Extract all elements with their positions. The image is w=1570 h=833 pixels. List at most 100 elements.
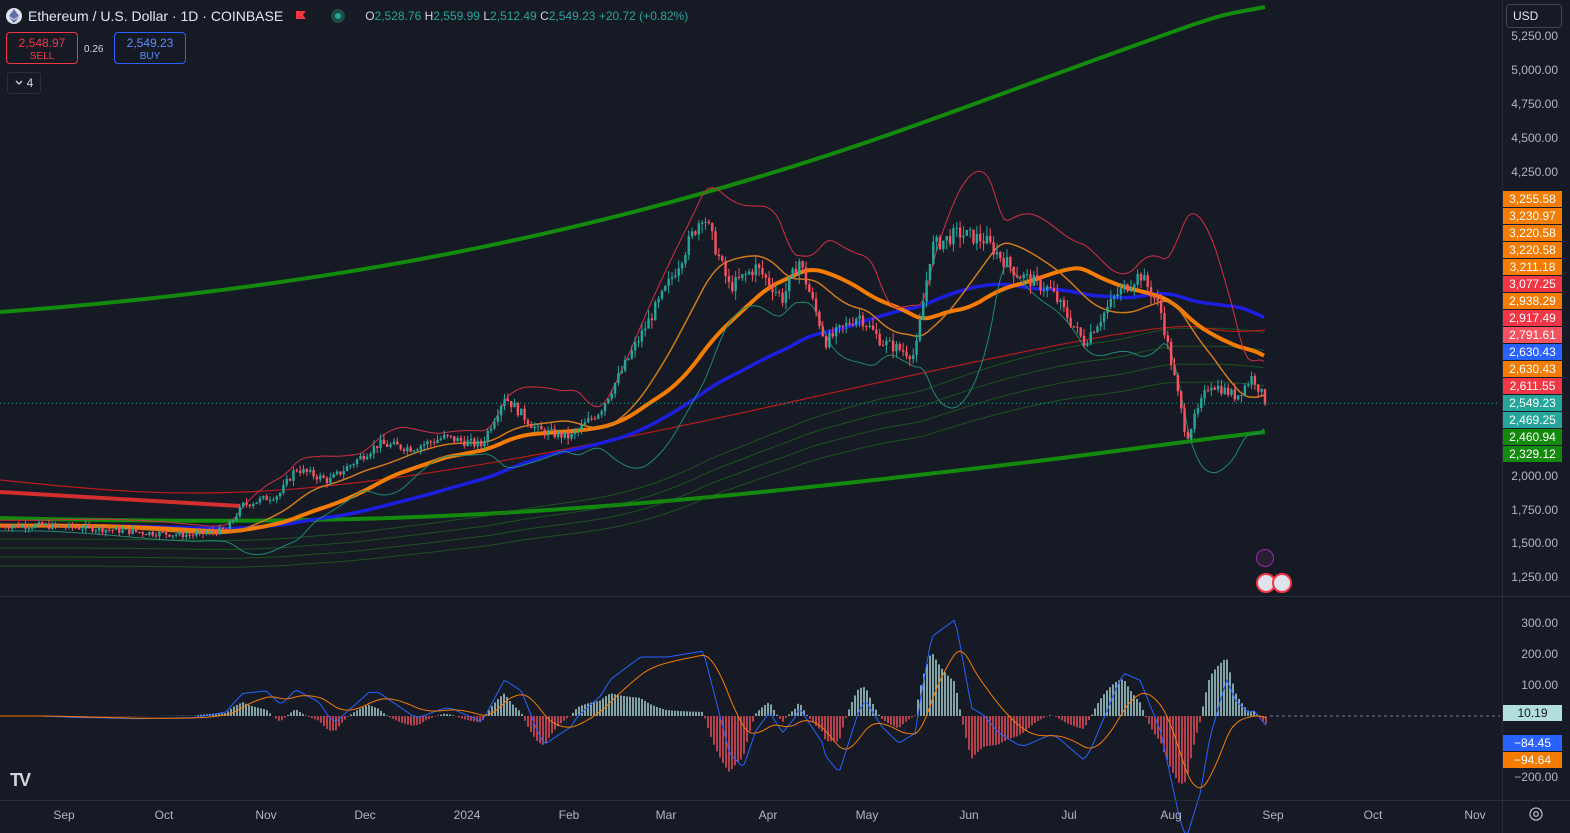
- tradingview-logo[interactable]: TV: [10, 770, 31, 790]
- macd-histogram-bar: [917, 699, 919, 716]
- candle-body: [878, 333, 881, 346]
- macd-histogram-bar: [1157, 716, 1159, 739]
- candle-body: [694, 231, 697, 235]
- candle-body: [573, 431, 577, 434]
- gear-icon[interactable]: [1528, 806, 1544, 822]
- candle-body: [205, 532, 208, 534]
- candle-body: [30, 527, 34, 529]
- macd-histogram-bar: [803, 710, 805, 716]
- candle-body: [1240, 394, 1243, 396]
- macd-histogram-bar: [269, 713, 271, 716]
- time-axis-tick: Oct: [154, 808, 174, 822]
- macd-histogram-bar: [791, 711, 793, 716]
- macd-histogram-bar: [122, 716, 124, 717]
- time-axis-divider: [0, 800, 1570, 801]
- candle-body: [1146, 274, 1149, 288]
- candle-body: [526, 419, 530, 425]
- macd-histogram-bar: [323, 716, 325, 727]
- macd-histogram-bar: [506, 697, 508, 716]
- lightning-event-icon[interactable]: [1256, 549, 1274, 567]
- bollinger-lower: [0, 265, 1265, 556]
- symbol-title[interactable]: Ethereum / U.S. Dollar · 1D · COINBASE: [28, 8, 284, 24]
- macd-histogram-bar: [1175, 716, 1177, 779]
- macd-histogram-bar: [539, 716, 541, 744]
- candle-body: [684, 254, 687, 264]
- candle-body: [131, 529, 134, 534]
- price-axis-tick: 1,250.00: [1511, 570, 1558, 584]
- candle-body: [761, 267, 764, 275]
- candle-body: [1106, 306, 1109, 313]
- candle-body: [429, 441, 432, 443]
- indicators-toggle-button[interactable]: 4: [7, 72, 41, 94]
- candle-body: [4, 525, 7, 528]
- candle-body: [680, 263, 684, 269]
- pane-divider[interactable]: [0, 596, 1570, 597]
- candle-body: [1180, 391, 1183, 409]
- candle-body: [731, 282, 734, 292]
- macd-histogram-bar: [845, 716, 847, 718]
- candle-body: [171, 535, 175, 537]
- candle-body: [1260, 389, 1263, 392]
- candle-body: [372, 445, 376, 454]
- macd-histogram-bar: [377, 708, 379, 716]
- macd-histogram-bar: [872, 704, 874, 716]
- sell-button[interactable]: 2,548.97 SELL: [6, 32, 78, 64]
- candle-body: [1049, 286, 1052, 288]
- macd-histogram-bar: [1004, 716, 1006, 742]
- macd-histogram-bar: [260, 708, 262, 716]
- candle-body: [510, 401, 513, 408]
- candle-body: [121, 529, 124, 533]
- symbol-legend: Ethereum / U.S. Dollar · 1D · COINBASE O…: [6, 6, 688, 26]
- candle-body: [298, 470, 302, 473]
- candle-body: [188, 534, 191, 536]
- candle-body: [77, 527, 81, 530]
- macd-histogram-bar: [1019, 716, 1021, 735]
- macd-histogram-bar: [1112, 684, 1114, 716]
- us-flag-event-icon-2[interactable]: [1272, 573, 1292, 593]
- time-axis-tick: Oct: [1363, 808, 1383, 822]
- macd-histogram-bar: [1181, 716, 1183, 784]
- macd-histogram-bar: [644, 700, 646, 716]
- macd-histogram-bar: [749, 716, 751, 732]
- flag-icon[interactable]: [295, 10, 307, 22]
- macd-histogram-bar: [1211, 673, 1213, 716]
- candle-body: [898, 344, 901, 350]
- macd-histogram-bar: [497, 699, 499, 716]
- macd-histogram-bar: [296, 709, 298, 716]
- macd-histogram-bar: [1232, 683, 1234, 716]
- macd-histogram-bar: [365, 705, 367, 716]
- macd-tag: −94.64: [1503, 752, 1562, 768]
- candle-body: [922, 301, 925, 320]
- macd-histogram-bar: [1025, 716, 1027, 731]
- macd-histogram-bar: [263, 709, 265, 716]
- macd-histogram-bar: [806, 714, 808, 716]
- ethereum-logo-icon: [6, 8, 22, 24]
- macd-histogram-bar: [266, 710, 268, 716]
- macd-histogram-bar: [1115, 681, 1117, 716]
- candle-body: [211, 530, 215, 533]
- candle-body: [942, 240, 945, 250]
- candle-body: [637, 341, 640, 343]
- candle-body: [1253, 376, 1257, 385]
- currency-button[interactable]: USD: [1506, 4, 1562, 28]
- macd-histogram-bar: [1229, 672, 1231, 716]
- macd-histogram-bar: [527, 716, 529, 727]
- macd-histogram-bar: [509, 701, 511, 716]
- candle-body: [101, 527, 104, 533]
- macd-histogram-bar: [587, 703, 589, 716]
- buy-button[interactable]: 2,549.23 BUY: [114, 32, 186, 64]
- candle-body: [392, 441, 396, 445]
- buy-price: 2,549.23: [126, 36, 174, 50]
- market-status-icon[interactable]: [331, 9, 346, 23]
- candle-body: [1109, 298, 1113, 307]
- candle-body: [818, 311, 821, 327]
- macd-histogram-bar: [200, 714, 202, 716]
- candle-body: [369, 453, 372, 457]
- macd-histogram-bar: [608, 694, 610, 716]
- macd-histogram-bar: [734, 716, 736, 766]
- macd-histogram-bar: [1184, 716, 1186, 783]
- macd-histogram-bar: [812, 716, 814, 723]
- lower-green-line: [0, 430, 1266, 523]
- macd-histogram-bar: [1166, 716, 1168, 760]
